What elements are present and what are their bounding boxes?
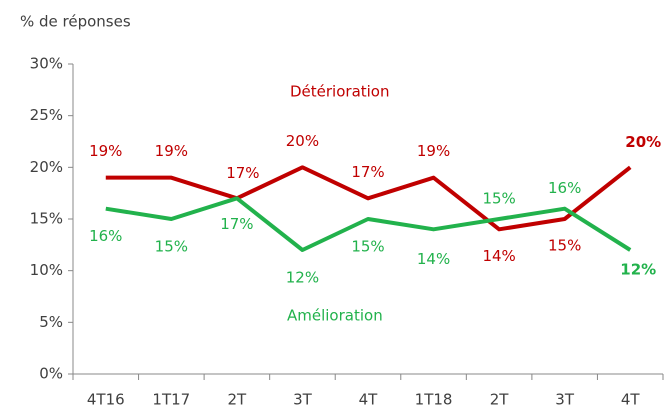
x-tick-label: 1T17: [152, 391, 190, 409]
data-label: 12%: [286, 269, 319, 287]
y-tick-label: 30%: [30, 55, 63, 73]
data-label: 17%: [226, 164, 259, 182]
line-series: [105, 165, 632, 232]
data-label: 16%: [89, 227, 122, 245]
y-tick-label: 10%: [30, 261, 63, 279]
x-tick-label: 3T: [293, 391, 313, 409]
y-tick-label: 20%: [30, 158, 63, 176]
series-label: Amélioration: [287, 307, 383, 325]
data-label: 19%: [89, 142, 122, 160]
x-tick-label: 2T: [490, 391, 510, 409]
x-tick-label: 2T: [228, 391, 248, 409]
series-label: Détérioration: [290, 83, 390, 101]
data-label: 15%: [548, 237, 581, 255]
x-tick-label: 4T: [621, 391, 641, 409]
line-series: [105, 196, 632, 252]
y-tick-label: 5%: [39, 313, 63, 331]
data-label: 20%: [625, 133, 661, 151]
y-tick-label: 25%: [30, 106, 63, 124]
data-label: 20%: [286, 132, 319, 150]
y-tick-label: 15%: [30, 210, 63, 228]
data-label: 12%: [620, 261, 656, 279]
data-label: 15%: [351, 238, 384, 256]
axis-title: % de réponses: [20, 13, 131, 31]
x-tick-label: 1T18: [415, 391, 453, 409]
data-label: 19%: [155, 142, 188, 160]
data-label: 15%: [482, 190, 515, 208]
data-label: 19%: [417, 142, 450, 160]
x-tick-label: 4T: [359, 391, 379, 409]
data-label: 16%: [548, 179, 581, 197]
x-tick-label: 4T16: [87, 391, 125, 409]
data-label: 17%: [351, 163, 384, 181]
data-label: 14%: [417, 250, 450, 268]
data-label: 17%: [220, 215, 253, 233]
x-tick-label: 3T: [555, 391, 575, 409]
y-tick-label: 0%: [39, 365, 63, 383]
data-label: 14%: [482, 247, 515, 265]
data-label: 15%: [155, 238, 188, 256]
